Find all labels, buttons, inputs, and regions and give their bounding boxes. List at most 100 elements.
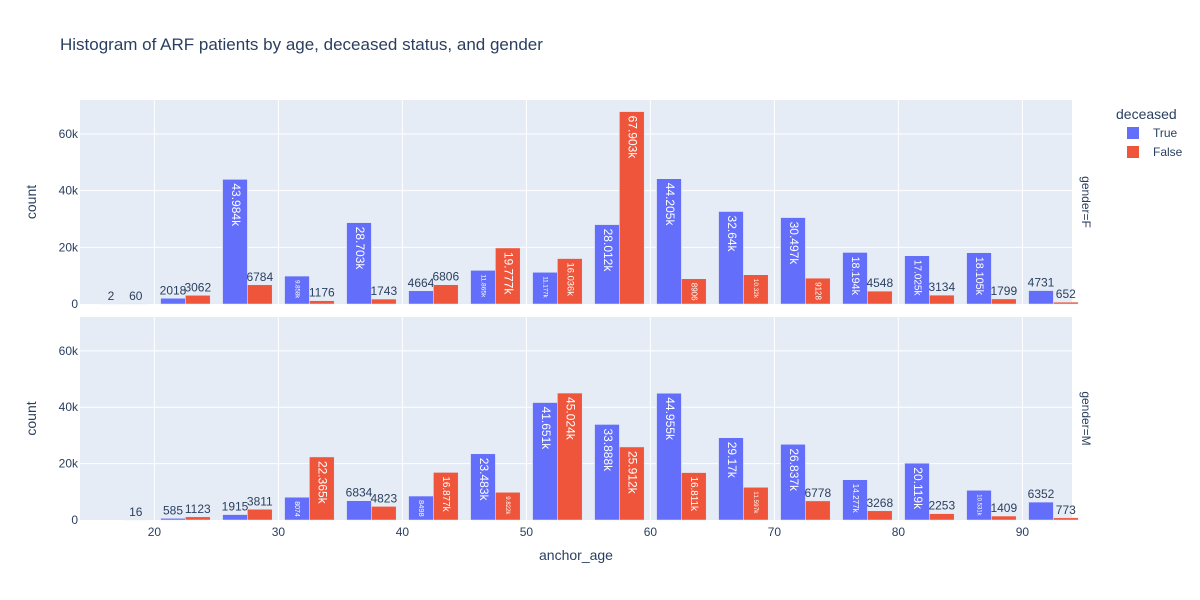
bar [160, 518, 186, 521]
bar [222, 179, 248, 305]
data-label: 43.984k [229, 183, 243, 227]
bar [309, 456, 335, 521]
bar [991, 515, 1017, 521]
bar [346, 222, 372, 305]
bar [718, 211, 744, 305]
bar [929, 294, 955, 305]
bar [594, 224, 620, 305]
y-tick-label: 40k [59, 400, 79, 414]
data-label: 4823 [370, 491, 397, 505]
data-label: 11.865k [479, 274, 486, 298]
bar [346, 500, 372, 521]
data-label: 26.837k [787, 448, 801, 492]
bar [929, 513, 955, 521]
data-label: 585 [163, 503, 183, 517]
data-label: 1915 [222, 500, 249, 514]
legend-title: deceased [1116, 106, 1177, 122]
bar [842, 479, 868, 521]
legend-swatch [1127, 127, 1139, 139]
data-label: 60 [129, 289, 143, 303]
bar [309, 300, 335, 305]
data-label: 6784 [246, 270, 273, 284]
bar [656, 178, 682, 305]
y-tick-label: 0 [71, 297, 78, 311]
data-label: 1409 [990, 501, 1017, 515]
bar [470, 453, 496, 521]
y-tick-label: 20k [59, 457, 79, 471]
data-label: 28.703k [353, 227, 367, 271]
bar [495, 492, 521, 521]
data-label: 9.858k [293, 280, 300, 299]
bar [284, 275, 310, 305]
data-label: 2253 [928, 499, 955, 513]
bar [433, 284, 459, 305]
data-label: 773 [1056, 503, 1076, 517]
data-label: 16.811k [688, 477, 699, 511]
data-label: 44.205k [663, 183, 677, 227]
facet-label: gender=M [1079, 391, 1093, 445]
bar [247, 284, 273, 305]
data-label: 2018 [160, 283, 187, 297]
bar [619, 446, 645, 521]
bar [966, 252, 992, 305]
bar [867, 510, 893, 521]
data-label: 3268 [866, 496, 893, 510]
bar [904, 255, 930, 305]
legend-item-label: False [1153, 145, 1183, 159]
data-label: 1799 [990, 284, 1017, 298]
legend-item-label: True [1153, 126, 1178, 140]
data-label: 6352 [1028, 487, 1055, 501]
data-label: 11.177k [541, 276, 548, 298]
data-label: 25.912k [626, 451, 640, 495]
data-label: 67.903k [626, 116, 640, 160]
bar [495, 247, 521, 305]
data-label: 19.777k [502, 252, 516, 294]
data-label: 1743 [370, 284, 397, 298]
data-label: 45.024k [564, 397, 578, 441]
bar [867, 290, 893, 305]
bar [557, 392, 583, 521]
bar [1028, 290, 1054, 305]
data-label: 22.365k [316, 461, 330, 505]
data-label: 16.036k [565, 263, 575, 297]
bar [780, 217, 806, 305]
bar [185, 295, 211, 305]
bar [532, 402, 558, 521]
bar [160, 298, 186, 305]
data-label: 652 [1056, 287, 1076, 301]
legend-swatch [1127, 146, 1139, 158]
data-label: 28.012k [601, 229, 615, 273]
x-tick-label: 90 [1016, 525, 1030, 539]
bar [222, 514, 248, 521]
data-label: 18.105k [973, 257, 985, 296]
bar [656, 393, 682, 521]
y-axis-title: count [23, 401, 39, 435]
data-label: 3134 [928, 280, 955, 294]
data-label: 30.497k [787, 222, 801, 266]
data-label: 1176 [309, 286, 335, 300]
data-label: 4548 [866, 276, 893, 290]
x-tick-label: 30 [272, 525, 286, 539]
data-label: 3062 [184, 280, 211, 294]
data-label: 16.877k [440, 476, 451, 511]
data-label: 9128 [814, 282, 823, 300]
data-label: 16 [129, 505, 143, 519]
data-label: 2 [108, 289, 115, 303]
y-tick-label: 40k [59, 184, 79, 198]
data-label: 41.651k [539, 407, 553, 451]
x-tick-label: 50 [520, 525, 534, 539]
data-label: 44.955k [663, 397, 677, 441]
data-label: 10.32k [752, 279, 759, 299]
bar [991, 298, 1017, 305]
data-label: 8498 [417, 500, 426, 517]
bar [557, 258, 583, 305]
data-label: 11.597k [752, 491, 759, 514]
data-label: 4664 [408, 276, 435, 290]
bar [1053, 301, 1079, 305]
data-label: 4731 [1028, 276, 1055, 290]
bar [185, 516, 211, 521]
data-label: 6806 [432, 270, 459, 284]
bar [681, 278, 707, 305]
